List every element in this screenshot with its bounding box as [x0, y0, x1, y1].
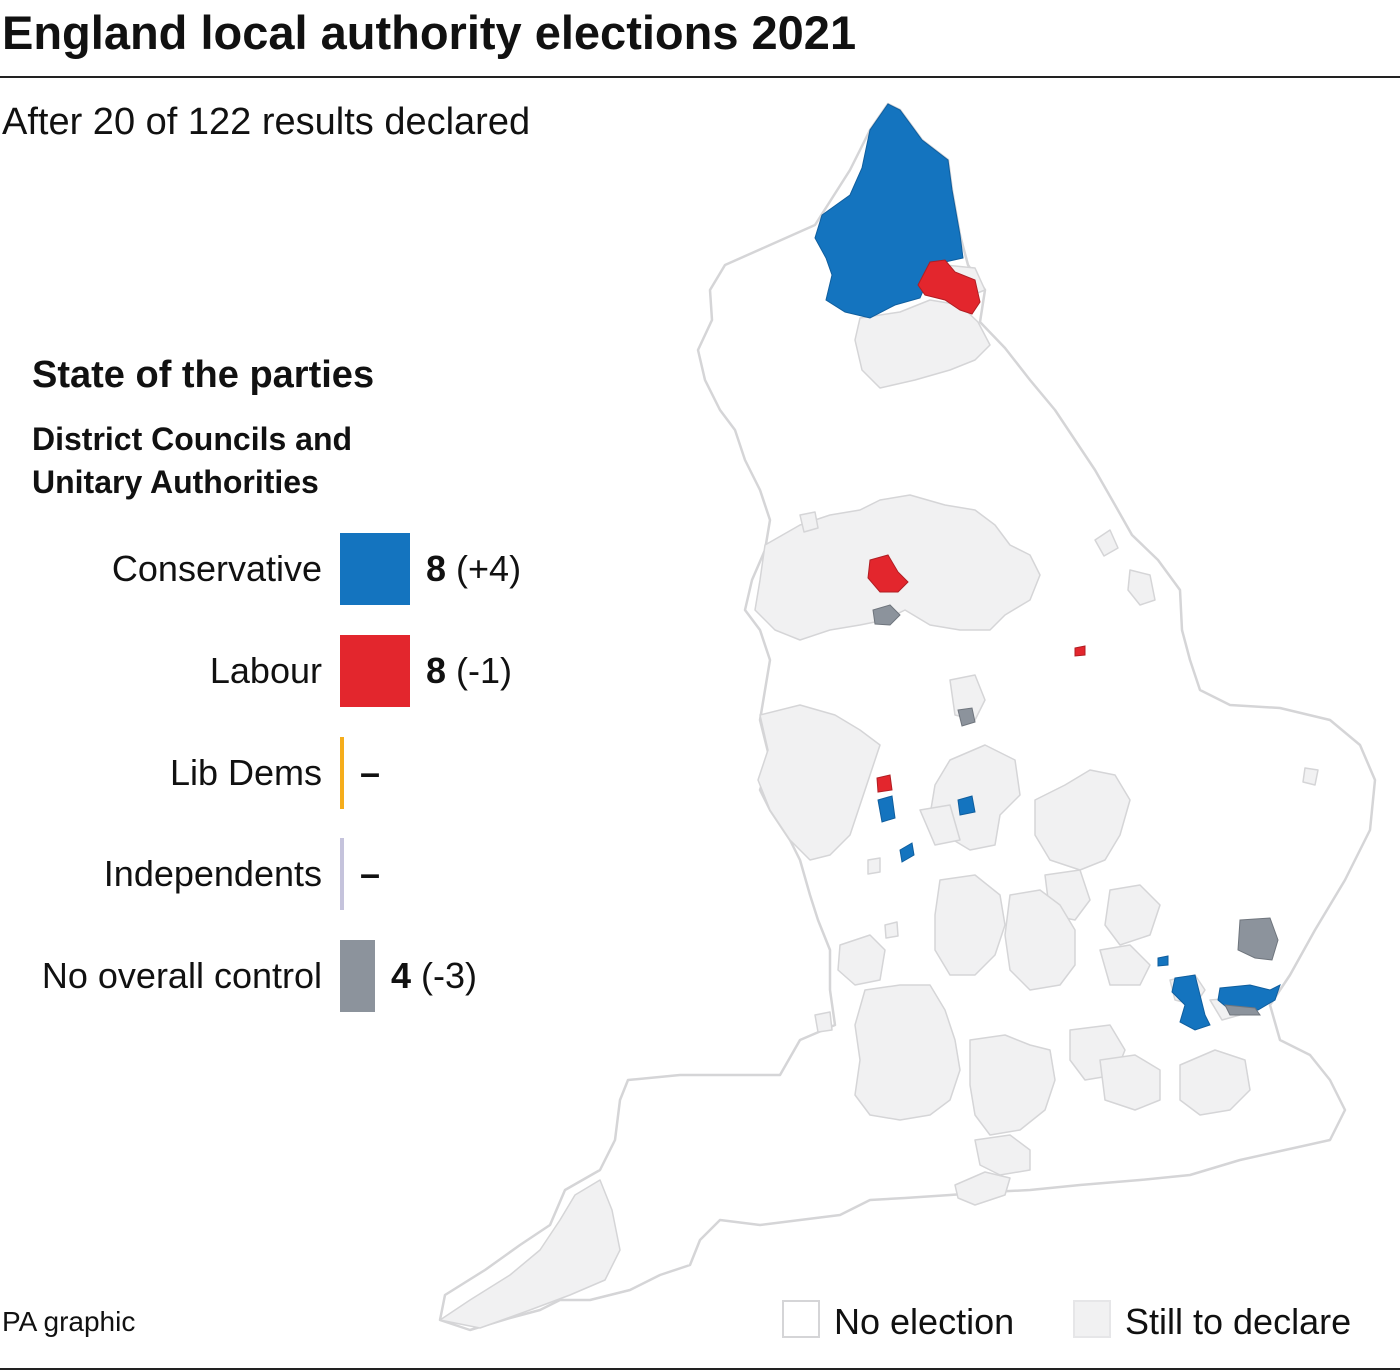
party-change: (-3): [421, 955, 478, 996]
party-name: Lib Dems: [169, 752, 322, 793]
party-count: –: [360, 853, 381, 894]
party-change: (-1): [456, 650, 513, 691]
noc-areas: [872, 604, 1279, 1016]
party-count: 8: [426, 548, 447, 589]
party-seats: 8 (-1): [426, 635, 512, 707]
party-change: (+4): [456, 548, 522, 589]
conservative-areas: [814, 103, 1281, 1031]
still-to-declare-swatch: [1073, 1300, 1111, 1338]
panel-heading: State of the parties: [32, 354, 375, 396]
party-bar: [340, 635, 410, 707]
party-count: –: [360, 752, 381, 793]
title-divider: [0, 76, 1400, 78]
page-title: England local authority elections 2021: [2, 6, 857, 59]
party-seats: –: [360, 838, 390, 910]
party-row: Labour 8 (-1): [0, 635, 1400, 707]
party-name: Labour: [209, 650, 322, 691]
party-name: Conservative: [111, 548, 322, 589]
leeds-area: [867, 554, 909, 593]
no-election-label: No election: [834, 1301, 1015, 1342]
party-name: No overall control: [41, 955, 322, 996]
party-bar: [340, 838, 344, 910]
tyneside-area: [917, 259, 981, 315]
party-name: Independents: [103, 853, 322, 894]
party-row: Independents –: [0, 838, 1400, 910]
party-seats: 4 (-3): [391, 940, 477, 1012]
party-row: No overall control 4 (-3): [0, 940, 1400, 1012]
essex-area: [1237, 917, 1279, 961]
england-map: [438, 102, 1377, 1332]
party-bar: [340, 737, 344, 809]
party-bar: [340, 940, 375, 1012]
legend-no-election: No election: [782, 1300, 1042, 1344]
northumberland-area: [814, 103, 964, 319]
party-count: 4: [391, 955, 412, 996]
england-outline: [438, 102, 1377, 1332]
legend-still-to-declare: Still to declare: [1073, 1300, 1383, 1344]
labour-areas: [867, 259, 1086, 793]
footer-divider: [0, 1368, 1400, 1370]
page-subtitle: After 20 of 122 results declared: [2, 101, 531, 143]
panel-subheading: District Councils and Unitary Authoritie…: [32, 418, 352, 504]
source-credit: PA graphic: [2, 1306, 136, 1337]
still-to-declare-label: Still to declare: [1125, 1301, 1352, 1342]
party-row: Lib Dems –: [0, 737, 1400, 809]
party-bar: [340, 533, 410, 605]
party-seats: 8 (+4): [426, 533, 521, 605]
panel-subheading-line1: District Councils and: [32, 421, 353, 457]
no-election-swatch: [782, 1300, 820, 1338]
party-row: Conservative 8 (+4): [0, 533, 1400, 605]
party-seats: –: [360, 737, 390, 809]
panel-subheading-line2: Unitary Authorities: [32, 464, 319, 500]
party-count: 8: [426, 650, 447, 691]
